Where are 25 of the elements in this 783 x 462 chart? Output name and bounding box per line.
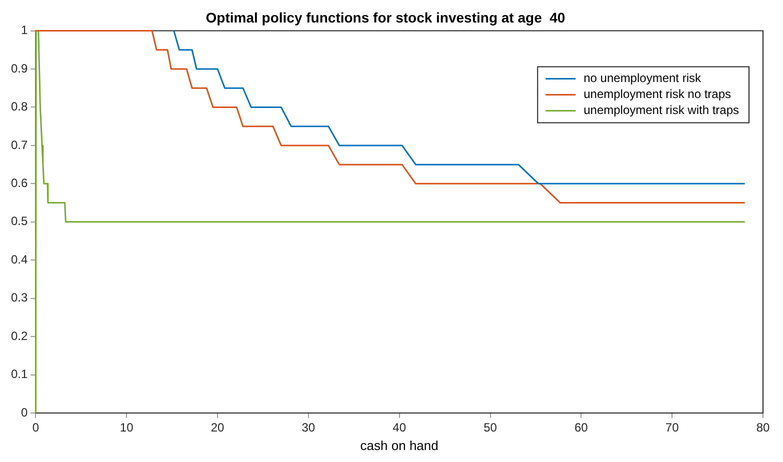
y-tick-label: 0.1: [10, 367, 28, 382]
chart-title: Optimal policy functions for stock investing at age 40: [206, 9, 566, 26]
y-tick-label: 0.4: [10, 252, 28, 266]
y-tick-label: 1: [20, 23, 28, 38]
legend-label: unemployment risk no traps: [584, 87, 732, 102]
y-tick-label: 0.3: [10, 290, 28, 305]
y-tick-label: 0.9: [10, 61, 28, 76]
x-tick-label: 20: [210, 420, 225, 435]
y-tick-label: 0.7: [10, 138, 28, 152]
y-tick-label: 0.5: [10, 214, 28, 228]
legend-label: unemployment risk with traps: [584, 103, 739, 118]
x-axis-title: cash on hand: [360, 438, 438, 453]
x-tick-label: 30: [302, 420, 316, 435]
x-tick-label: 60: [574, 420, 588, 435]
x-tick-label: 70: [665, 420, 680, 435]
legend-label: no unemployment risk: [584, 71, 702, 86]
y-tick-label: 0.6: [10, 176, 28, 190]
x-tick-label: 50: [484, 420, 498, 435]
x-tick-label: 80: [756, 420, 770, 435]
y-tick-label: 0.2: [10, 328, 28, 343]
y-tick-label: 0.8: [10, 100, 28, 114]
x-tick-label: 0: [32, 420, 40, 435]
x-tick-label: 40: [392, 420, 406, 435]
y-tick-label: 0: [20, 405, 28, 420]
x-tick-label: 10: [120, 420, 134, 435]
